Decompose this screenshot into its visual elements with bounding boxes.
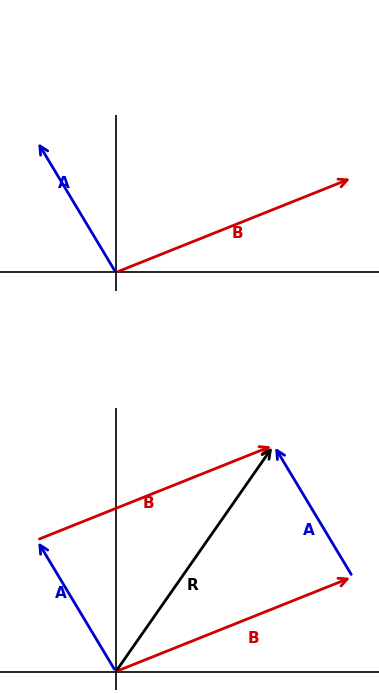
Text: A: A	[58, 176, 70, 191]
Text: B: B	[247, 631, 259, 646]
Text: B: B	[232, 226, 243, 241]
Text: B: B	[142, 496, 154, 511]
Text: A: A	[55, 586, 67, 601]
Text: A: A	[303, 523, 315, 538]
Text: R: R	[187, 578, 199, 593]
